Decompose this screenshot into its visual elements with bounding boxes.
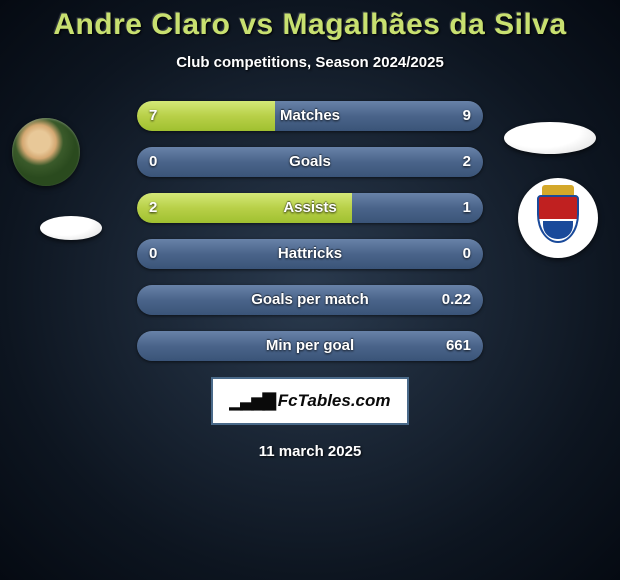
player-right-avatar: [504, 122, 596, 154]
stat-row: 0Hattricks0: [137, 239, 483, 269]
player-left-club-badge: [40, 216, 102, 240]
subtitle: Club competitions, Season 2024/2025: [0, 54, 620, 71]
branding-badge[interactable]: ▁▃▅▇ FcTables.com: [211, 377, 409, 425]
player-right-club-badge: [518, 178, 598, 258]
stats-list: 7Matches90Goals22Assists10Hattricks0Goal…: [137, 101, 483, 361]
branding-text: FcTables.com: [278, 391, 391, 410]
date-label: 11 march 2025: [0, 443, 620, 460]
stat-value-right: 0: [463, 239, 471, 269]
stat-label: Goals per match: [137, 285, 483, 315]
stat-value-right: 661: [446, 331, 471, 361]
player-left-avatar: [12, 118, 80, 186]
stat-label: Hattricks: [137, 239, 483, 269]
stat-label: Matches: [137, 101, 483, 131]
stat-row: 0Goals2: [137, 147, 483, 177]
signal-icon: ▁▃▅▇: [229, 391, 273, 410]
stat-label: Min per goal: [137, 331, 483, 361]
stat-label: Assists: [137, 193, 483, 223]
stat-row: 2Assists1: [137, 193, 483, 223]
stat-row: 7Matches9: [137, 101, 483, 131]
stat-label: Goals: [137, 147, 483, 177]
club-shield-icon: [531, 187, 585, 249]
comparison-card: Andre Claro vs Magalhães da Silva Club c…: [0, 0, 620, 460]
page-title: Andre Claro vs Magalhães da Silva: [0, 8, 620, 42]
stat-row: Min per goal661: [137, 331, 483, 361]
stat-value-right: 0.22: [442, 285, 471, 315]
stat-value-right: 2: [463, 147, 471, 177]
stat-row: Goals per match0.22: [137, 285, 483, 315]
stat-value-right: 1: [463, 193, 471, 223]
stat-value-right: 9: [463, 101, 471, 131]
